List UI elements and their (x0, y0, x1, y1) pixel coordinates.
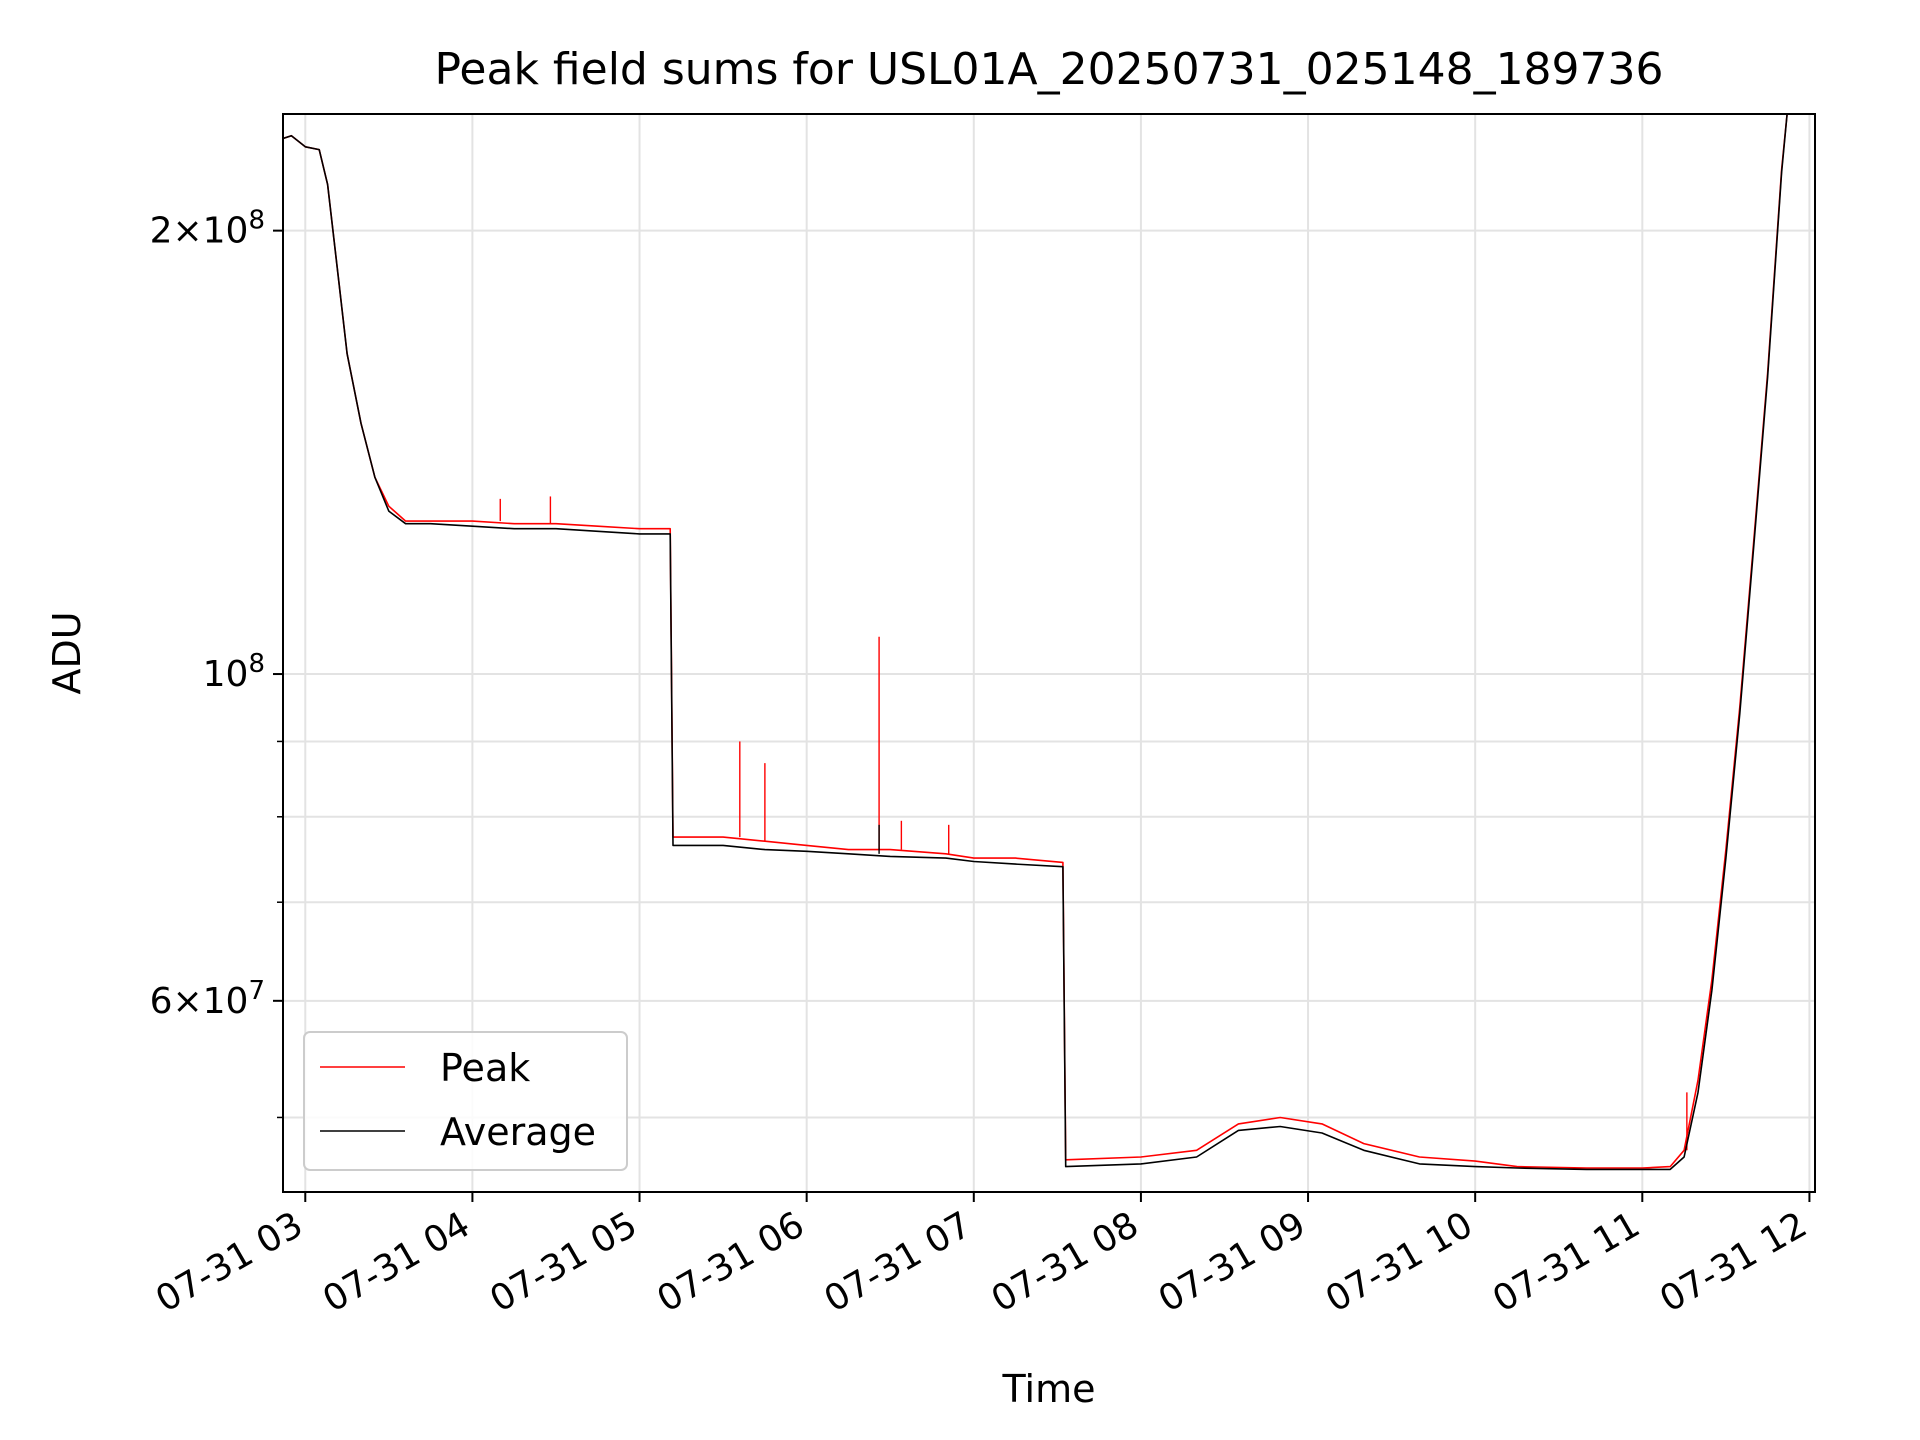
y-tick-label: 108 (203, 649, 265, 695)
y-tick-base: 10 (203, 211, 249, 252)
chart-title: Peak field sums for USL01A_20250731_0251… (434, 44, 1663, 95)
y-tick-times-sign: × (172, 211, 202, 252)
legend: Peak Average (303, 1031, 628, 1171)
y-tick-mantissa: 2 (150, 211, 173, 252)
series-line-average (283, 114, 1788, 1171)
y-tick-base: 10 (203, 981, 249, 1022)
grid (283, 114, 1815, 1192)
x-axis-label: Time (1002, 1367, 1096, 1411)
y-tick-exponent: 8 (248, 206, 265, 236)
y-tick-exponent: 8 (248, 649, 265, 679)
y-tick-exponent: 7 (248, 976, 265, 1006)
y-axis-label: ADU (45, 611, 89, 694)
y-tick-label: 6×107 (150, 976, 265, 1022)
y-tick-label: 2×108 (150, 206, 265, 252)
legend-label-average: Average (440, 1110, 596, 1154)
plot-frame (282, 113, 1816, 1193)
y-tick-base: 10 (203, 654, 249, 695)
legend-label-peak: Peak (440, 1046, 530, 1090)
plot-series (283, 114, 1788, 1171)
y-tick-mantissa: 6 (150, 981, 173, 1022)
y-tick-times-sign: × (172, 981, 202, 1022)
